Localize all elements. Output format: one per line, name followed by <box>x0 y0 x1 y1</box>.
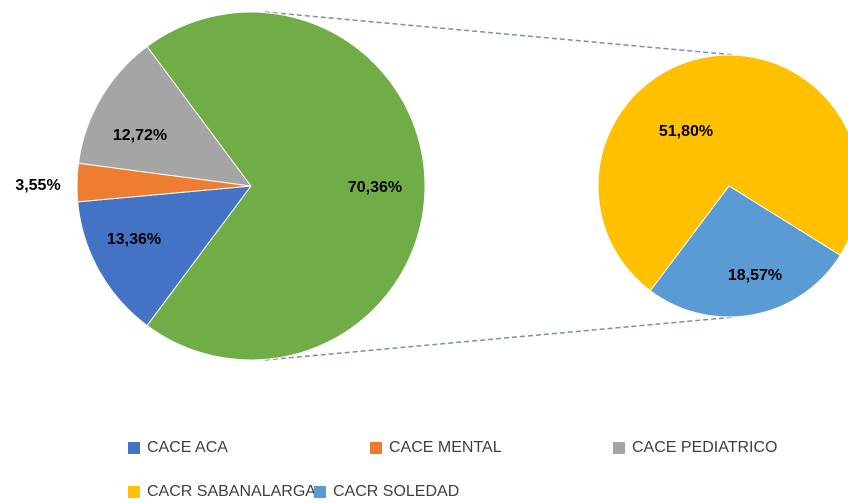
data-label: 18,57% <box>728 267 782 284</box>
legend-swatch <box>613 442 625 454</box>
data-label: 12,72% <box>113 127 167 144</box>
pie-slice <box>77 45 253 187</box>
legend-swatch <box>128 442 140 454</box>
connector-line <box>264 316 736 361</box>
connector-line <box>264 11 736 56</box>
legend-swatch <box>370 442 382 454</box>
pie-slice <box>77 185 253 327</box>
legend-swatch <box>128 486 140 498</box>
data-label: 70,36% <box>348 179 402 196</box>
legend-label: CACE PEDIATRICO <box>632 439 778 456</box>
data-label: 3,55% <box>15 177 60 194</box>
legend-label: CACR SABANALARGA <box>147 483 316 500</box>
data-label: 51,80% <box>659 123 713 140</box>
legend-label: CACR SOLEDAD <box>333 483 459 500</box>
pie-slice <box>146 11 426 361</box>
pie-slice <box>597 54 848 292</box>
legend-swatch <box>314 486 326 498</box>
data-label: 13,36% <box>107 231 161 248</box>
legend-label: CACE ACA <box>147 439 228 456</box>
pie-slice <box>649 185 841 318</box>
legend-label: CACE MENTAL <box>389 439 502 456</box>
